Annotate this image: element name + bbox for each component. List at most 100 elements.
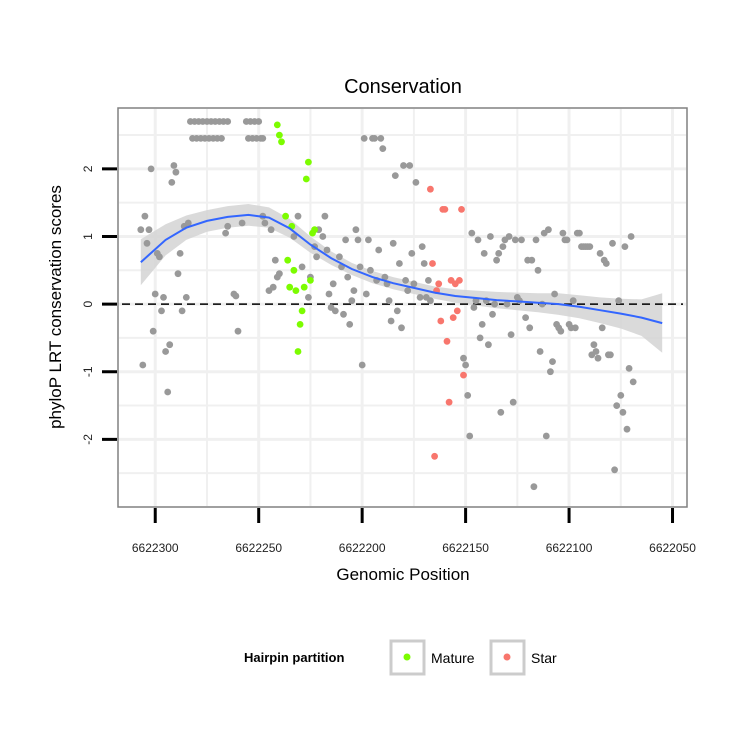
data-point-other <box>563 236 571 244</box>
data-point-other <box>218 135 225 142</box>
data-point-other <box>342 236 349 244</box>
x-tick-label: 6622300 <box>132 541 179 555</box>
data-point-mature <box>311 226 318 234</box>
data-point-other <box>623 425 631 433</box>
data-point-star <box>445 398 453 406</box>
data-point-other <box>149 327 157 335</box>
data-point-other <box>234 327 242 335</box>
data-point-other <box>406 162 414 169</box>
data-point-other <box>617 392 625 399</box>
data-point-other <box>137 226 145 234</box>
data-point-other <box>164 388 172 396</box>
data-point-other <box>178 307 186 315</box>
data-point-other <box>143 239 151 247</box>
data-point-other <box>371 135 378 142</box>
data-point-other <box>391 172 399 180</box>
data-point-other <box>499 243 507 251</box>
data-point-other <box>507 331 515 338</box>
data-point-other <box>313 253 320 261</box>
x-tick-label: 6622250 <box>235 541 282 555</box>
data-point-other <box>468 229 476 237</box>
legend-title: Hairpin partition <box>244 650 344 665</box>
data-point-other <box>586 243 594 251</box>
data-point-other <box>522 314 529 321</box>
data-point-other <box>325 290 333 298</box>
data-point-mature <box>290 266 298 274</box>
data-point-other <box>387 317 395 325</box>
data-point-other <box>464 392 472 399</box>
data-point-other <box>172 168 180 176</box>
data-point-other <box>385 297 393 305</box>
data-point-other <box>607 351 614 359</box>
data-point-other <box>619 408 627 416</box>
data-point-star <box>453 307 461 315</box>
data-point-other <box>141 212 149 220</box>
data-point-other <box>592 348 600 355</box>
x-axis-title: Genomic Position <box>336 565 469 584</box>
data-point-other <box>255 118 263 125</box>
data-point-other <box>367 266 374 274</box>
data-point-mature <box>305 158 312 166</box>
data-point-other <box>184 219 192 227</box>
legend-label-mature: Mature <box>431 650 475 666</box>
legend: Hairpin partition Mature Star <box>244 639 557 676</box>
data-point-mature <box>276 131 283 139</box>
data-point-other <box>547 368 554 376</box>
data-point-other <box>396 260 403 267</box>
data-point-other <box>408 250 416 257</box>
data-point-other <box>166 341 174 349</box>
data-point-other <box>420 260 428 267</box>
data-point-other <box>329 280 337 288</box>
data-point-other <box>491 300 498 308</box>
data-point-other <box>526 324 534 332</box>
data-point-other <box>354 236 362 244</box>
data-point-other <box>156 253 163 261</box>
data-point-other <box>269 283 277 291</box>
data-point-star <box>429 260 436 267</box>
data-point-other <box>147 165 155 173</box>
data-point-other <box>305 294 312 301</box>
data-point-other <box>298 263 306 271</box>
data-point-other <box>503 300 511 308</box>
data-point-other <box>346 321 354 328</box>
data-point-other <box>629 378 637 386</box>
data-point-other <box>224 222 232 230</box>
data-point-other <box>545 226 552 234</box>
data-point-other <box>321 212 329 220</box>
data-point-star <box>443 337 451 345</box>
data-point-other <box>323 246 331 254</box>
data-point-other <box>536 348 544 355</box>
y-tick-label: 1 <box>81 233 95 240</box>
data-point-other <box>402 277 409 284</box>
data-point-star <box>431 452 438 460</box>
x-tick-label: 6622050 <box>649 541 696 555</box>
data-point-other <box>462 361 469 369</box>
data-point-other <box>362 290 370 298</box>
data-point-other <box>596 250 604 257</box>
data-point-other <box>470 304 478 311</box>
data-point-other <box>613 402 621 409</box>
data-point-other <box>162 348 170 355</box>
data-point-other <box>276 270 283 278</box>
data-point-mature <box>298 307 306 315</box>
data-point-other <box>509 398 517 406</box>
data-point-other <box>416 294 424 301</box>
data-point-other <box>238 219 246 227</box>
data-point-other <box>505 233 513 240</box>
y-tick-label: 2 <box>81 165 95 172</box>
data-point-other <box>232 292 240 300</box>
y-axis-title: phyloP LRT conservation scores <box>46 185 65 429</box>
data-point-other <box>489 310 496 318</box>
data-point-other <box>331 307 339 315</box>
data-point-other <box>621 243 629 251</box>
data-point-other <box>151 290 159 298</box>
data-point-star <box>456 277 463 284</box>
data-point-mature <box>302 175 310 183</box>
data-point-other <box>259 135 267 142</box>
data-point-other <box>319 233 327 240</box>
data-point-other <box>412 179 420 186</box>
data-point-other <box>344 273 352 281</box>
data-point-other <box>460 354 467 362</box>
data-point-other <box>381 273 389 281</box>
data-point-other <box>145 226 153 234</box>
